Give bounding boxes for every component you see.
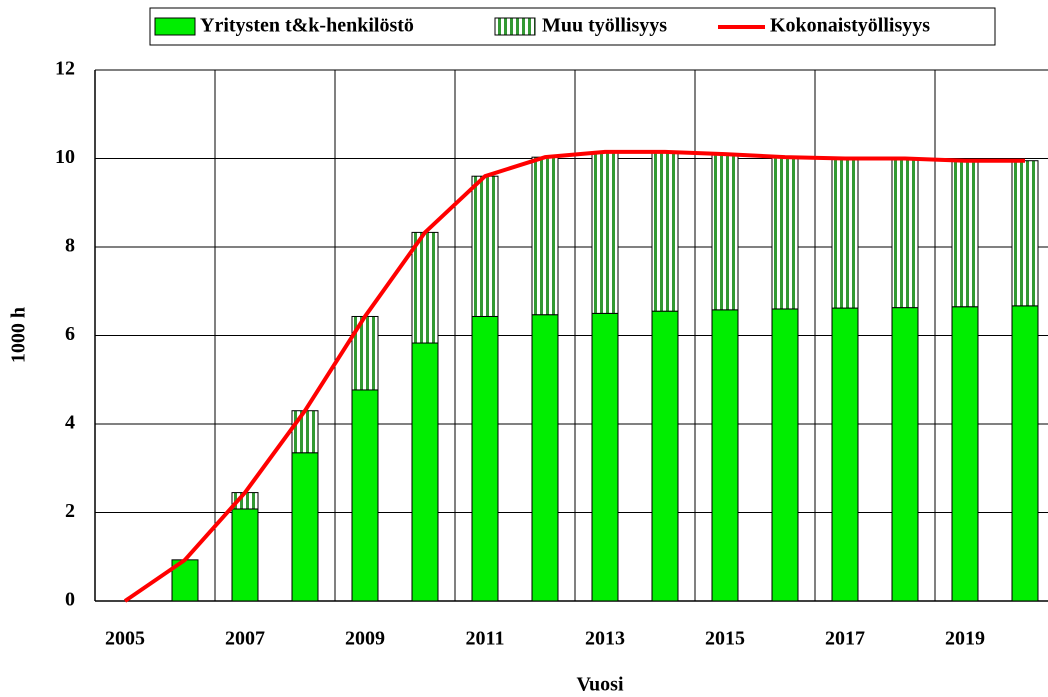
- bar: [771, 308, 799, 602]
- x-tick-label: 2017: [825, 628, 865, 650]
- y-tick-label: 6: [65, 323, 75, 345]
- legend-frame: [149, 7, 996, 46]
- line: [123, 149, 1025, 603]
- legend-label: Yritysten t&k-henkilöstö: [200, 15, 414, 37]
- y-tick-label: 8: [65, 235, 75, 257]
- bar: [891, 158, 919, 309]
- y-axis-label: 1000 h: [8, 307, 30, 363]
- bar: [471, 315, 499, 602]
- bar: [651, 151, 679, 312]
- bar: [531, 156, 559, 316]
- y-tick-label: 12: [55, 58, 75, 80]
- bar: [711, 309, 739, 602]
- bar: [831, 158, 859, 309]
- bar: [951, 306, 979, 602]
- x-tick-label: 2011: [466, 628, 505, 650]
- y-tick-label: 10: [55, 146, 75, 168]
- bar: [471, 175, 499, 317]
- legend-label: Kokonaistyöllisyys: [770, 15, 930, 37]
- x-tick-label: 2019: [945, 628, 985, 650]
- bar: [411, 342, 439, 602]
- bar: [891, 307, 919, 602]
- x-tick-label: 2009: [345, 628, 385, 650]
- bar: [411, 231, 439, 344]
- bar: [531, 314, 559, 602]
- bar: [951, 160, 979, 308]
- y-tick-label: 0: [65, 589, 75, 611]
- legend-swatch: [154, 17, 196, 36]
- bar: [591, 312, 619, 602]
- bar: [591, 151, 619, 314]
- y-tick-label: 2: [65, 500, 75, 522]
- bar: [711, 153, 739, 311]
- x-tick-label: 2005: [105, 628, 145, 650]
- legend-swatch: [494, 17, 536, 36]
- legend-label: Muu työllisyys: [542, 15, 667, 37]
- bar: [771, 156, 799, 310]
- x-tick-label: 2015: [705, 628, 745, 650]
- x-tick-label: 2007: [225, 628, 265, 650]
- bar: [1011, 305, 1039, 602]
- x-tick-label: 2013: [585, 628, 625, 650]
- bar: [351, 389, 379, 602]
- bar: [291, 410, 319, 454]
- y-tick-label: 4: [65, 412, 75, 434]
- bar: [1011, 160, 1039, 307]
- bar: [291, 452, 319, 602]
- bar: [651, 310, 679, 602]
- x-axis-label: Vuosi: [576, 674, 624, 696]
- bar: [831, 307, 859, 602]
- bar: [231, 508, 259, 602]
